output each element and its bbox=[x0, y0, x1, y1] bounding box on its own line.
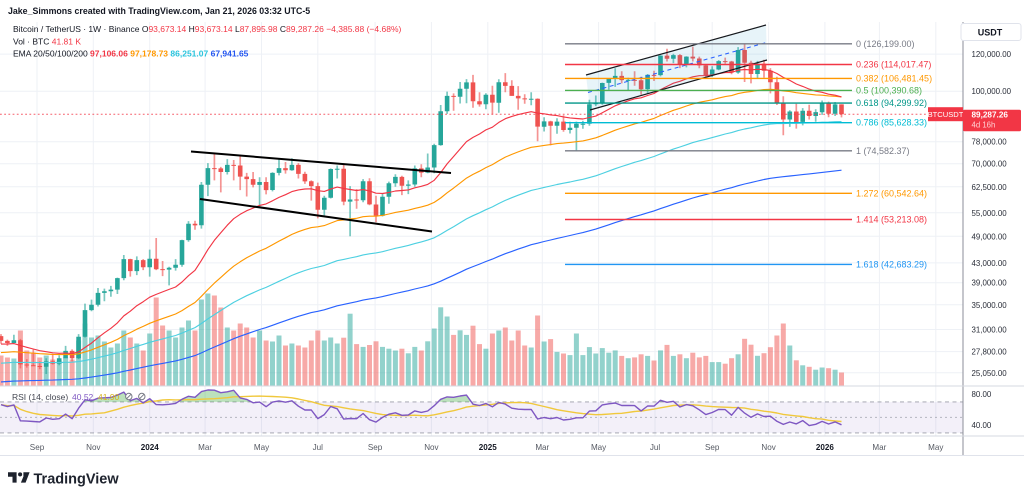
svg-text:Mar: Mar bbox=[198, 443, 212, 452]
svg-text:RSI (14, close): RSI (14, close) bbox=[12, 392, 68, 402]
svg-text:May: May bbox=[254, 443, 270, 452]
svg-text:Jake_Simmons created with Trad: Jake_Simmons created with TradingView.co… bbox=[8, 6, 310, 16]
svg-text:0.236 (114,017.47): 0.236 (114,017.47) bbox=[856, 60, 931, 70]
svg-text:Mar: Mar bbox=[535, 443, 549, 452]
svg-text:Vol · BTC 41.81 K: Vol · BTC 41.81 K bbox=[13, 37, 81, 47]
svg-text:1.618 (42,683.29): 1.618 (42,683.29) bbox=[856, 259, 927, 269]
svg-text:1 (74,582.37): 1 (74,582.37) bbox=[856, 146, 910, 156]
svg-text:Bitcoin / TetherUS · 1W · Bina: Bitcoin / TetherUS · 1W · Binance O93,67… bbox=[13, 24, 401, 34]
svg-text:Nov: Nov bbox=[424, 443, 439, 452]
svg-text:89,287.26: 89,287.26 bbox=[972, 111, 1009, 120]
svg-text:2025: 2025 bbox=[479, 443, 498, 452]
svg-text:62,500.00: 62,500.00 bbox=[972, 183, 1008, 192]
svg-text:35,000.00: 35,000.00 bbox=[972, 301, 1008, 310]
svg-text:USDT: USDT bbox=[978, 28, 1003, 38]
svg-text:Jul: Jul bbox=[650, 443, 661, 452]
svg-text:70,000.00: 70,000.00 bbox=[972, 160, 1008, 169]
svg-text:0 (126,199.00): 0 (126,199.00) bbox=[856, 39, 915, 49]
svg-text:43,000.00: 43,000.00 bbox=[972, 259, 1008, 268]
svg-text:25,050.00: 25,050.00 bbox=[972, 369, 1008, 378]
svg-text:Jul: Jul bbox=[313, 443, 324, 452]
svg-text:40.52: 40.52 bbox=[72, 392, 94, 402]
svg-text:80.00: 80.00 bbox=[972, 390, 992, 399]
svg-text:May: May bbox=[928, 443, 944, 452]
svg-text:4d 16h: 4d 16h bbox=[972, 121, 996, 130]
svg-text:2026: 2026 bbox=[816, 443, 835, 452]
svg-text:27,800.00: 27,800.00 bbox=[972, 348, 1008, 357]
svg-text:100,000.00: 100,000.00 bbox=[972, 87, 1012, 96]
svg-text:2024: 2024 bbox=[141, 443, 160, 452]
svg-text:78,000.00: 78,000.00 bbox=[972, 138, 1008, 147]
svg-text:55,000.00: 55,000.00 bbox=[972, 209, 1008, 218]
svg-text:120,000.00: 120,000.00 bbox=[972, 50, 1012, 59]
svg-text:Sep: Sep bbox=[368, 443, 383, 452]
svg-text:Nov: Nov bbox=[86, 443, 101, 452]
svg-text:41.90: 41.90 bbox=[98, 392, 120, 402]
svg-text:0.5 (100,390.68): 0.5 (100,390.68) bbox=[856, 85, 922, 95]
svg-text:39,000.00: 39,000.00 bbox=[972, 279, 1008, 288]
svg-text:49,000.00: 49,000.00 bbox=[972, 232, 1008, 241]
svg-text:Sep: Sep bbox=[30, 443, 45, 452]
svg-text:1.414 (53,213.08): 1.414 (53,213.08) bbox=[856, 215, 927, 225]
svg-text:0.618 (94,299.92): 0.618 (94,299.92) bbox=[856, 98, 927, 108]
svg-text:Nov: Nov bbox=[761, 443, 776, 452]
svg-text:BTCUSDT: BTCUSDT bbox=[928, 110, 964, 119]
svg-text:TradingView: TradingView bbox=[34, 472, 120, 488]
svg-text:EMA 20/50/100/200 97,106.06 97: EMA 20/50/100/200 97,106.06 97,178.73 86… bbox=[13, 49, 249, 59]
svg-text:40.00: 40.00 bbox=[972, 421, 992, 430]
svg-text:1.272 (60,542.64): 1.272 (60,542.64) bbox=[856, 188, 927, 198]
svg-text:May: May bbox=[591, 443, 607, 452]
svg-text:0.382 (106,481.45): 0.382 (106,481.45) bbox=[856, 73, 932, 83]
svg-text:Mar: Mar bbox=[872, 443, 886, 452]
svg-text:Sep: Sep bbox=[705, 443, 720, 452]
svg-text:0.786 (85,628.33): 0.786 (85,628.33) bbox=[856, 118, 927, 128]
svg-text:31,000.00: 31,000.00 bbox=[972, 326, 1008, 335]
